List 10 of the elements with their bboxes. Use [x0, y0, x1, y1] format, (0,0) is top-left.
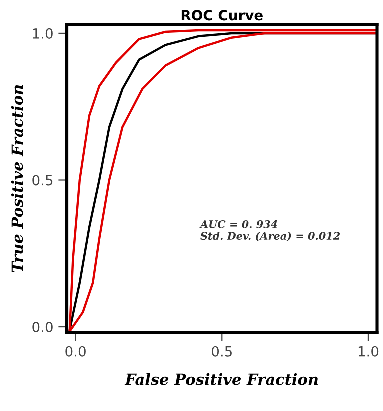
y-tick-label: 0.5: [32, 175, 53, 186]
y-axis-title: True Positive Fraction: [11, 85, 24, 273]
y-tick-label: 1.0: [33, 28, 53, 39]
chart-title: ROC Curve: [182, 10, 263, 21]
x-tick-label: 0.0: [66, 346, 86, 357]
y-tick-label: 0.0: [32, 322, 53, 333]
x-axis-title: False Positive Fraction: [124, 373, 318, 386]
x-tick-label: 1.0: [358, 346, 379, 357]
x-tick-label: 0.5: [212, 346, 232, 357]
annotation: AUC = 0. 934 Std. Dev. (Area) = 0.012: [200, 220, 340, 242]
